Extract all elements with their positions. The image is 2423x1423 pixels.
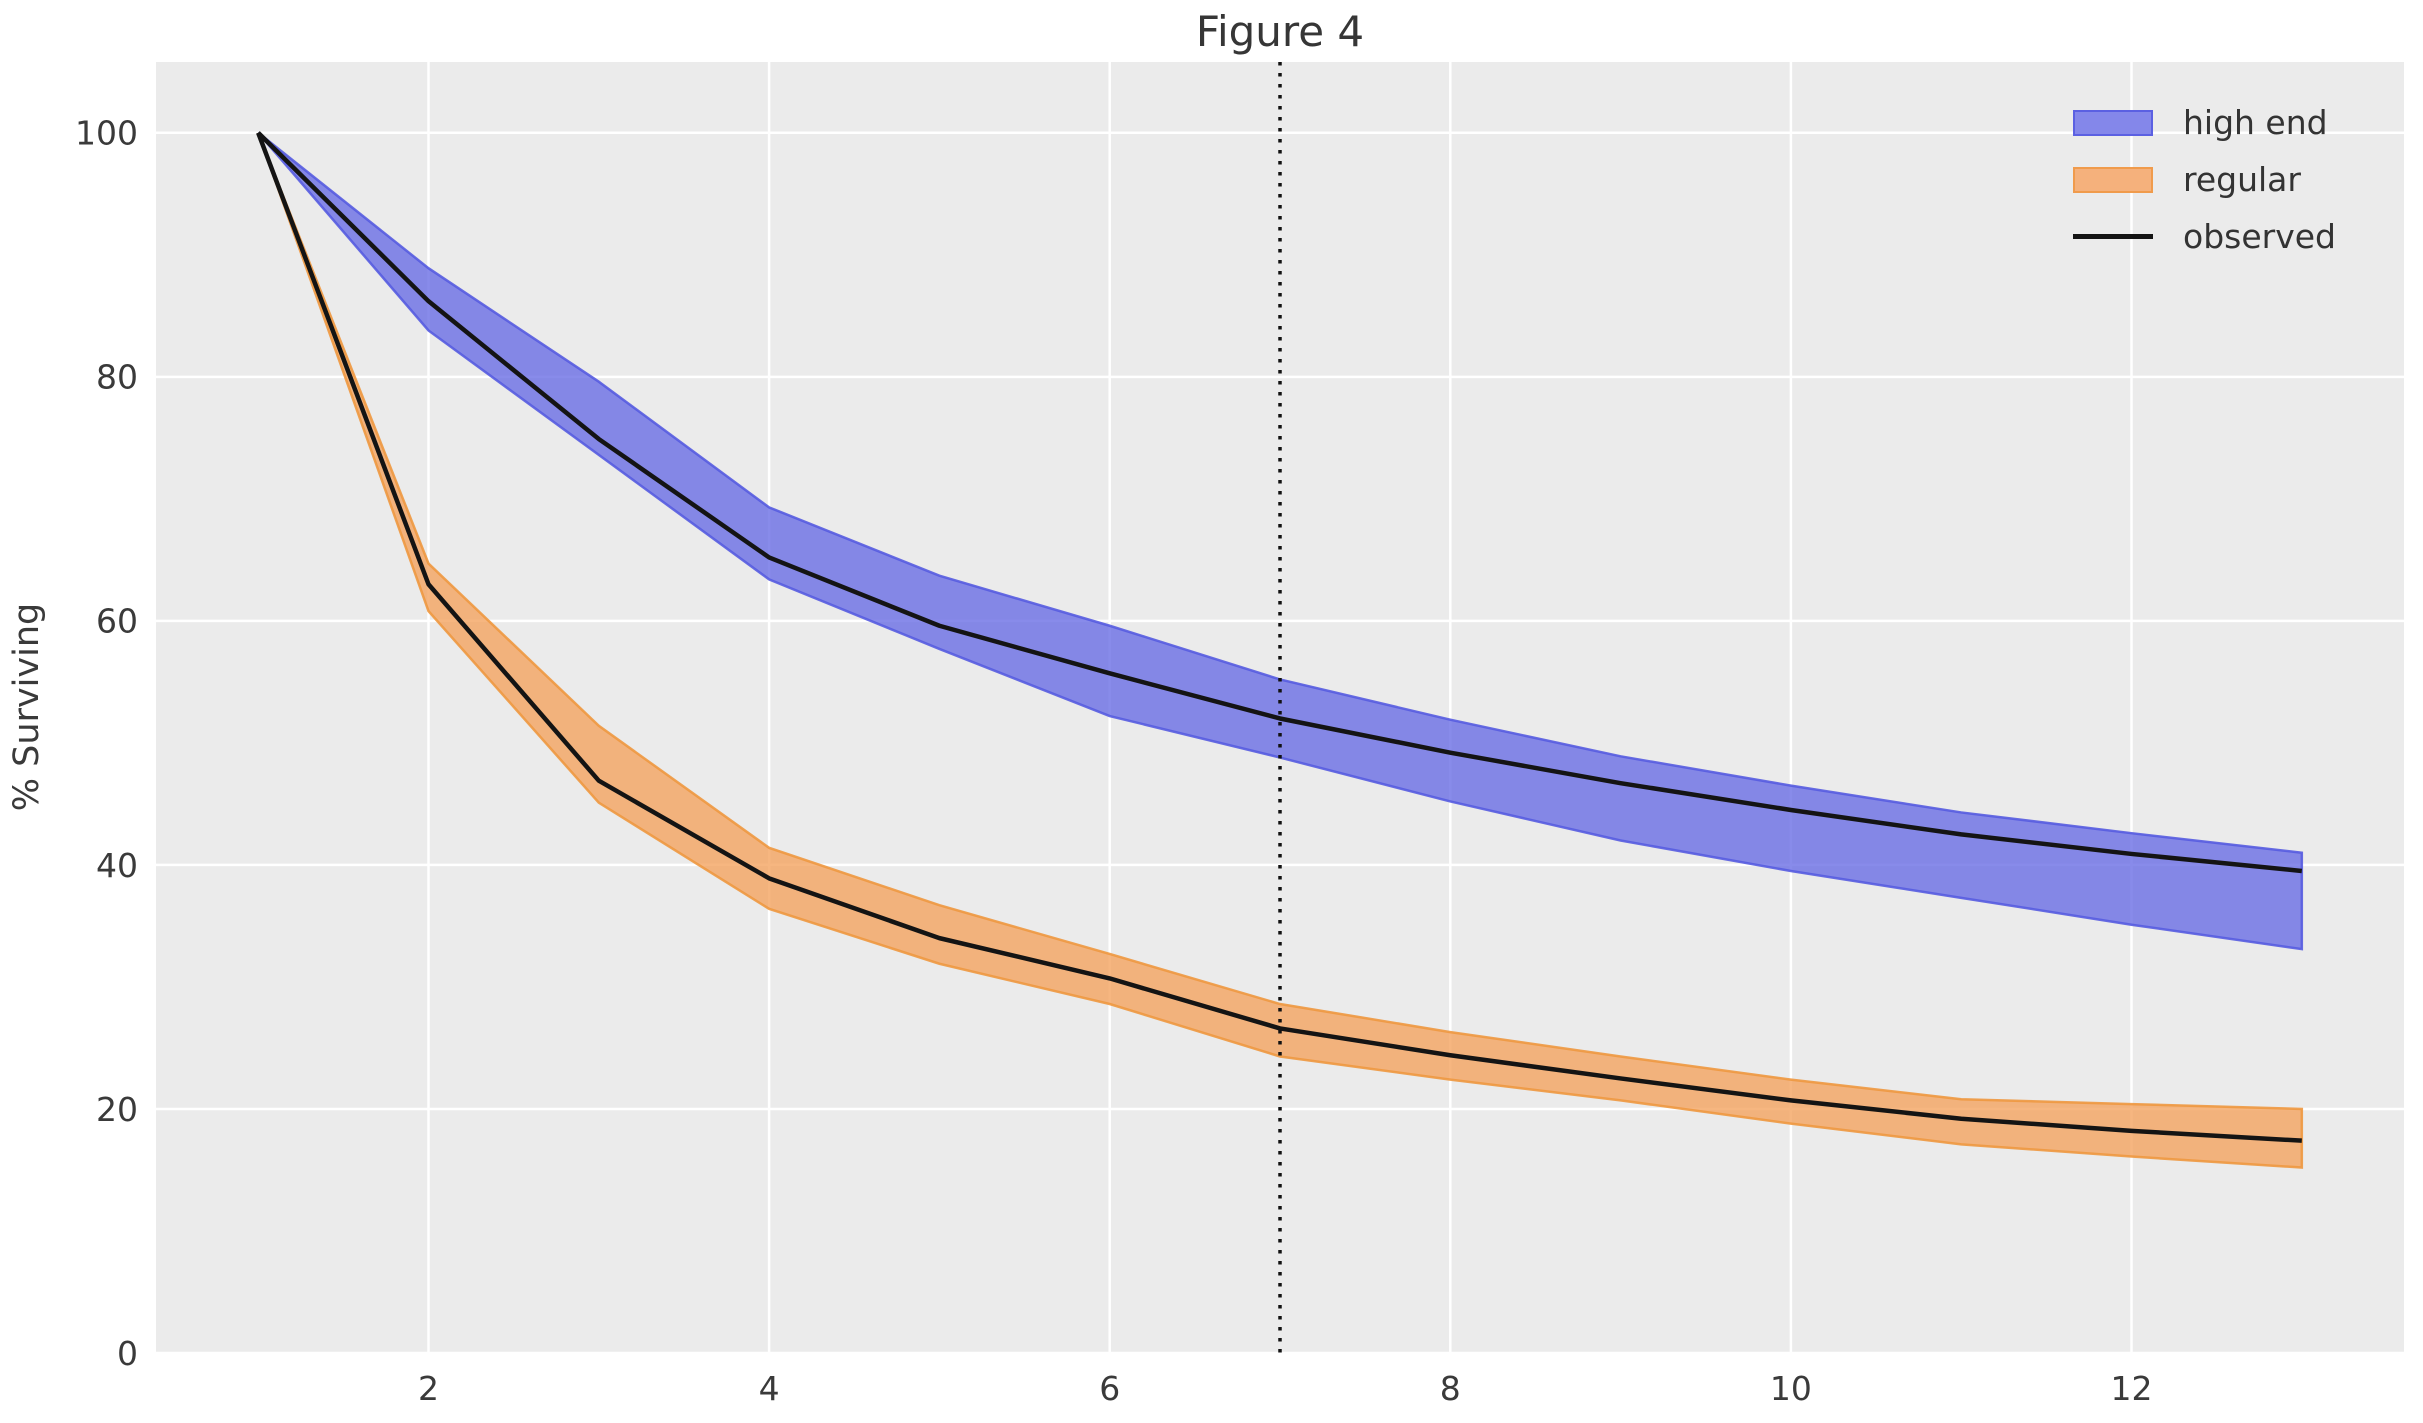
legend-row-high-end: high end xyxy=(2073,94,2336,151)
y-axis-label: % Surviving xyxy=(7,603,47,811)
legend-row-regular: regular xyxy=(2073,151,2336,208)
high-end-band xyxy=(257,131,2304,951)
y-tick-80: 80 xyxy=(96,358,138,397)
high-end-band-swatch xyxy=(2073,109,2153,136)
x-tick-8: 8 xyxy=(1440,1369,1461,1408)
series-layer xyxy=(256,131,2304,1169)
y-tick-100: 100 xyxy=(75,114,138,153)
legend: high end regular observed xyxy=(2073,94,2336,265)
regular-band xyxy=(257,132,2304,1169)
y-tick-labels: 0 20 40 60 80 100 xyxy=(75,114,138,1373)
x-tick-12: 12 xyxy=(2111,1369,2153,1408)
legend-label-high-end: high end xyxy=(2183,103,2328,142)
observed-high-line xyxy=(256,131,2303,874)
chart-title: Figure 4 xyxy=(1196,7,1364,56)
y-tick-40: 40 xyxy=(96,846,138,885)
legend-label-regular: regular xyxy=(2183,160,2301,199)
x-tick-6: 6 xyxy=(1099,1369,1120,1408)
observed-line-swatch xyxy=(2073,234,2153,239)
y-tick-60: 60 xyxy=(96,602,138,641)
x-tick-labels: 2 4 6 8 10 12 xyxy=(418,1369,2153,1408)
legend-row-observed: observed xyxy=(2073,208,2336,265)
y-tick-0: 0 xyxy=(117,1334,138,1373)
x-tick-10: 10 xyxy=(1770,1369,1812,1408)
observed-regular-line xyxy=(256,131,2302,1143)
legend-label-observed: observed xyxy=(2183,217,2336,256)
x-tick-2: 2 xyxy=(418,1369,439,1408)
x-tick-4: 4 xyxy=(759,1369,780,1408)
regular-band-swatch xyxy=(2073,166,2153,193)
y-tick-20: 20 xyxy=(96,1090,138,1129)
